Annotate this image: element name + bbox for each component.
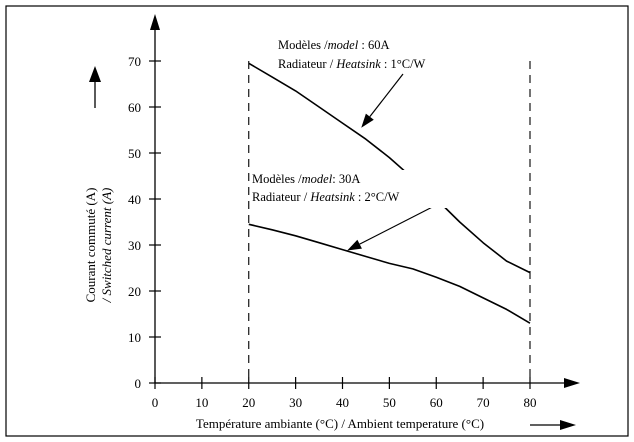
annotation-60a-model: Modèles /model : 60A — [278, 38, 389, 52]
chart-frame — [5, 5, 629, 437]
annotation-leader-line — [369, 73, 404, 118]
reference-lines — [248, 61, 531, 383]
annotation-60a: Modèles /model : 60A Radiateur / Heatsin… — [278, 38, 426, 71]
y-tick-label: 30 — [128, 238, 141, 253]
y-axis-label-line1: Courant commuté (A) — [83, 188, 98, 303]
y-ticks: 0 10 20 30 40 50 60 70 — [128, 54, 161, 391]
annotation-arrowhead — [361, 113, 374, 128]
y-tick-label: 70 — [128, 54, 141, 69]
x-ticks: 0 10 20 30 40 50 60 70 80 — [152, 377, 537, 410]
annotation-arrowhead — [347, 239, 362, 251]
annotation-60a-heatsink: Radiateur / Heatsink : 1°C/W — [278, 57, 426, 71]
x-tick-label: 40 — [336, 395, 349, 410]
y-axis-arrowhead — [150, 14, 160, 30]
y-tick-label: 20 — [128, 284, 141, 299]
series-line-2 — [248, 223, 531, 324]
x-tick-label: 0 — [152, 395, 159, 410]
annotation-30a-model: Modèles /model: 30A — [252, 172, 360, 186]
y-tick-label: 40 — [128, 192, 141, 207]
x-tick-label: 30 — [289, 395, 302, 410]
x-axis-label: Température ambiante (°C) / Ambient temp… — [196, 416, 484, 431]
y-tick-label: 60 — [128, 100, 141, 115]
x-direction-arrow — [530, 420, 576, 430]
y-direction-arrow — [89, 66, 101, 108]
x-tick-label: 10 — [195, 395, 208, 410]
y-tick-label: 10 — [128, 330, 141, 345]
series-group — [248, 62, 531, 324]
x-tick-label: 80 — [524, 395, 537, 410]
y-tick-label: 50 — [128, 146, 141, 161]
x-tick-label: 60 — [430, 395, 443, 410]
x-axis-arrowhead — [564, 378, 580, 388]
x-tick-label: 50 — [383, 395, 396, 410]
y-tick-label: 0 — [135, 376, 142, 391]
annotation-30a-heatsink: Radiateur / Heatsink : 2°C/W — [252, 190, 400, 204]
x-tick-label: 70 — [477, 395, 490, 410]
series-line-1 — [248, 62, 531, 274]
x-tick-label: 20 — [242, 395, 255, 410]
annotation-leaders — [347, 73, 451, 251]
annotation-30a: Modèles /model: 30A Radiateur / Heatsink… — [251, 170, 456, 208]
y-axis-label-line2: / Switched current (A) — [99, 188, 114, 304]
